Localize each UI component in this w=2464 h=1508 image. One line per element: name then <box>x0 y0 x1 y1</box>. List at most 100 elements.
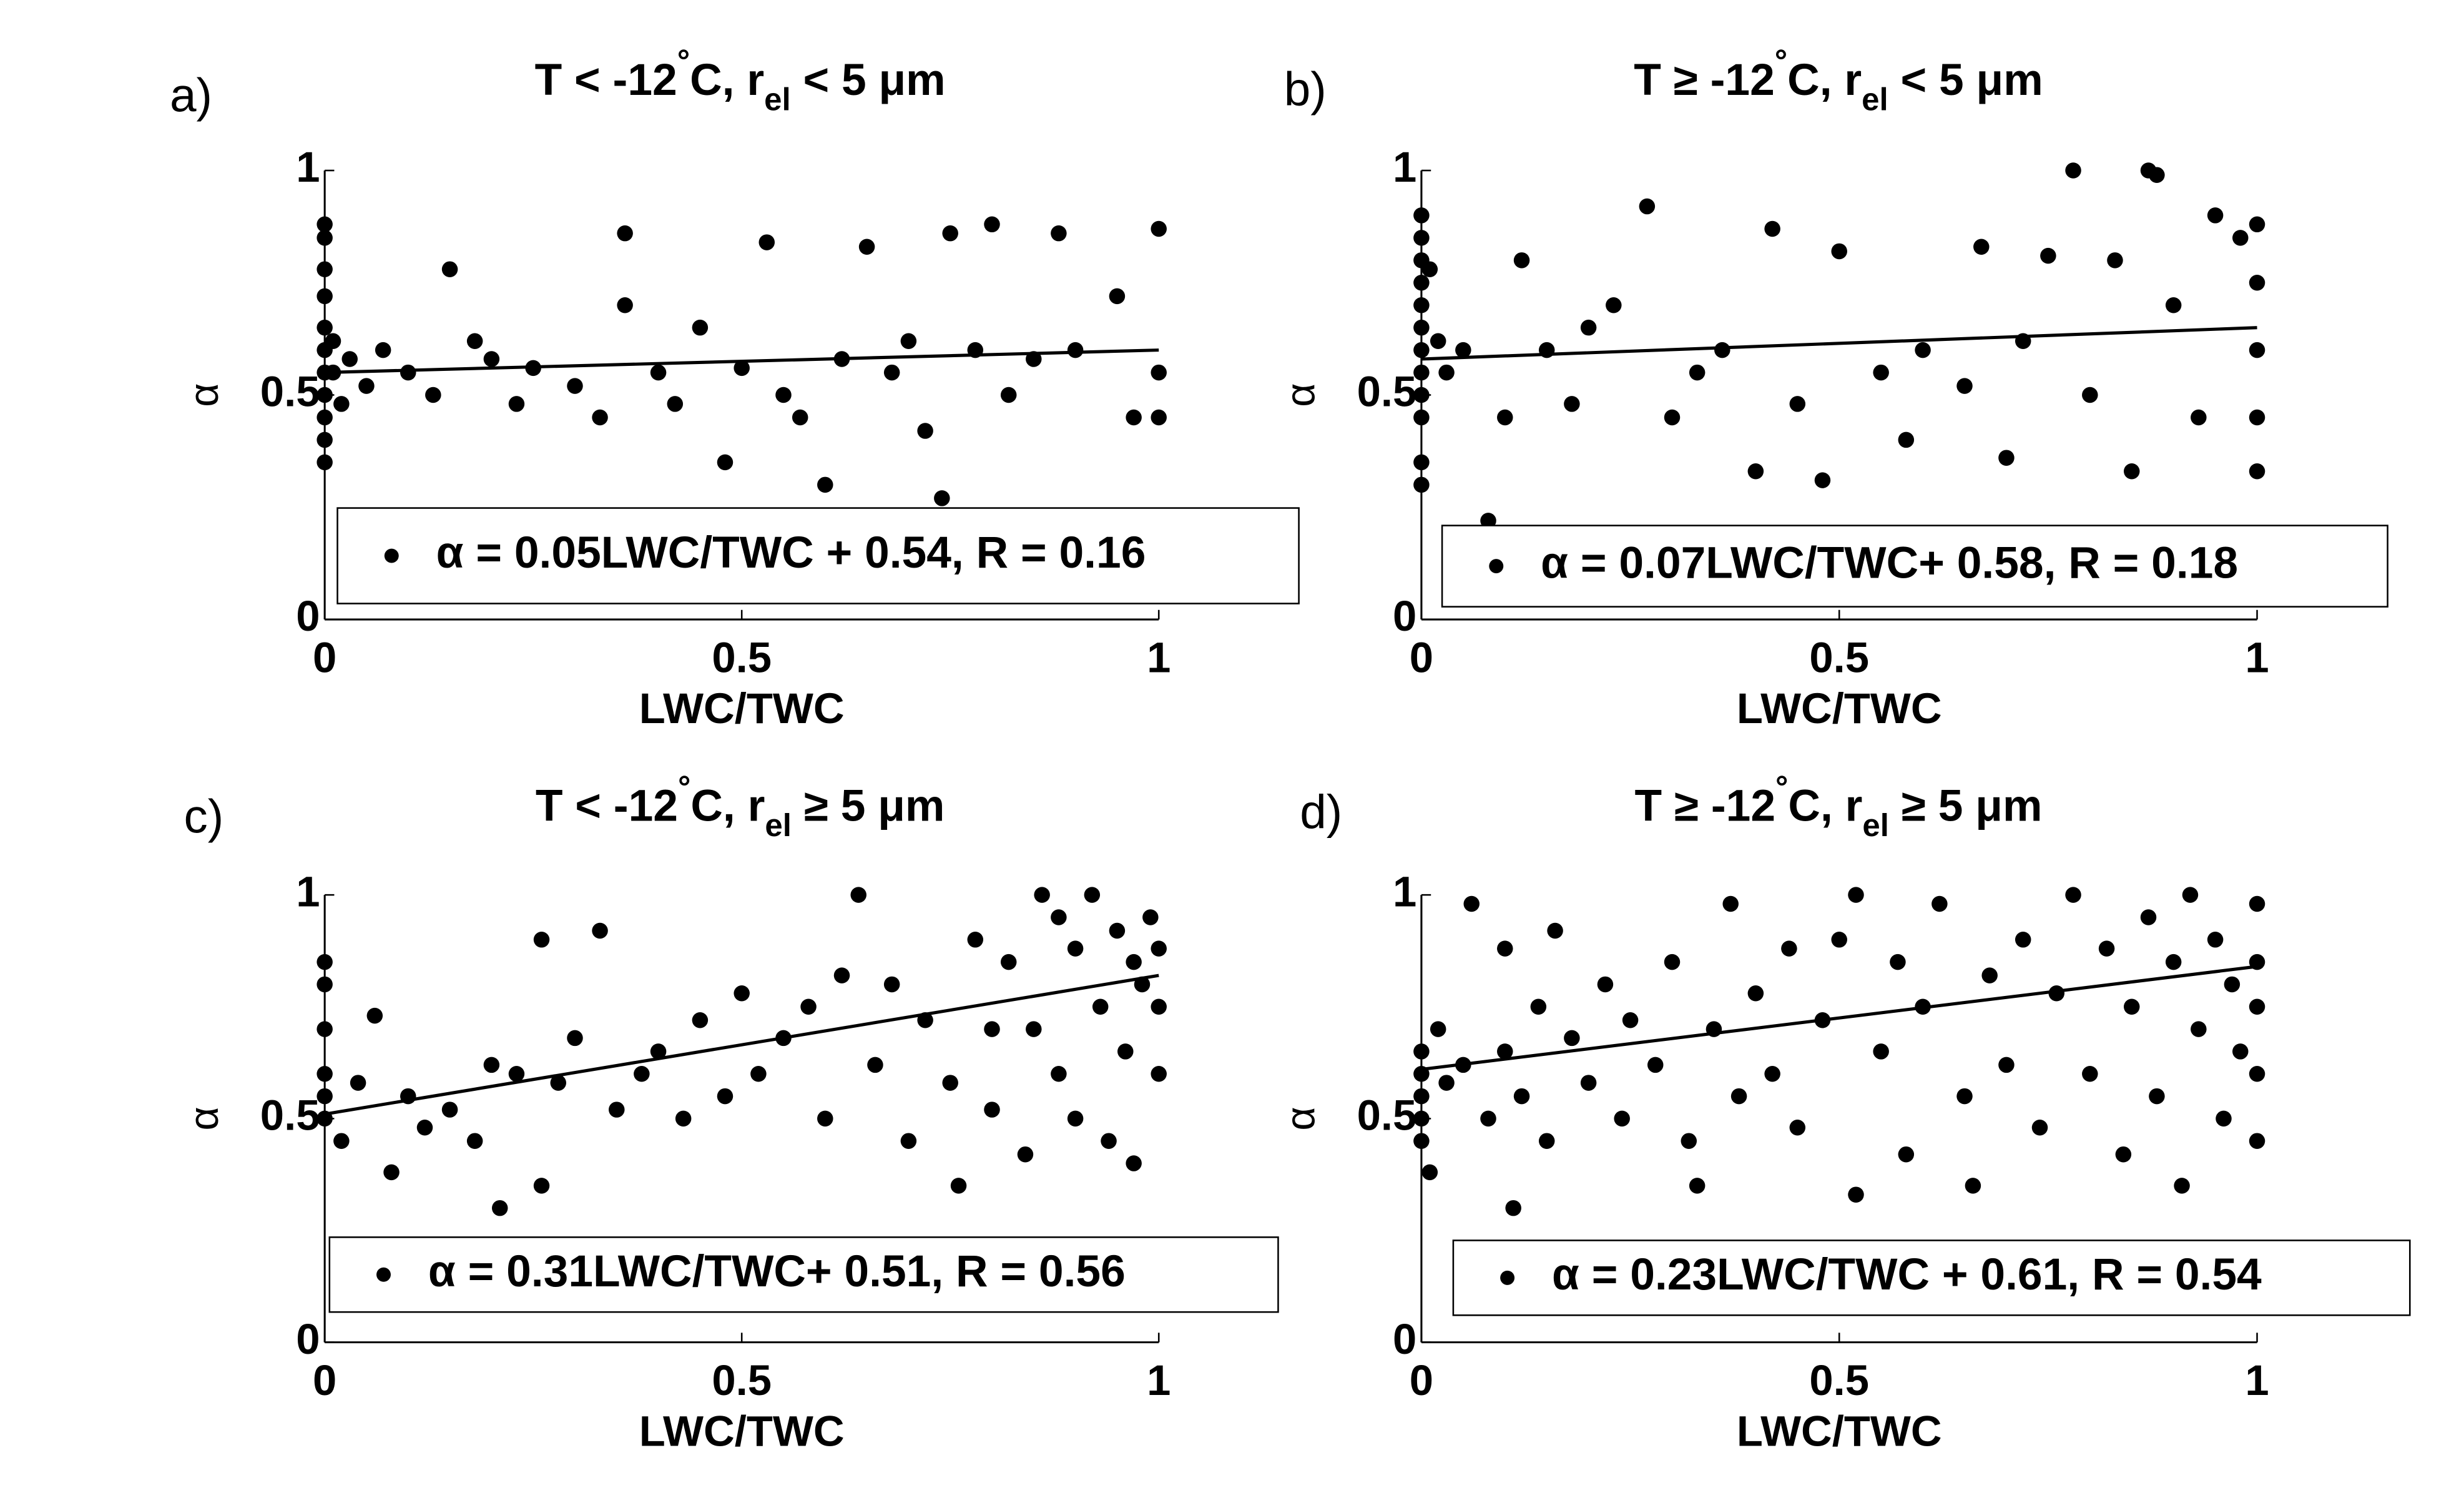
data-point <box>775 387 792 403</box>
data-point <box>750 1065 767 1082</box>
data-point <box>567 378 583 394</box>
data-point <box>883 976 900 993</box>
data-point <box>533 1178 550 1194</box>
data-point <box>317 976 333 993</box>
data-point <box>2065 162 2081 179</box>
data-point <box>1848 1186 1864 1203</box>
data-point <box>317 954 333 970</box>
data-point <box>1084 887 1101 903</box>
title-part: T ≥ -12 <box>1634 55 1775 105</box>
data-point <box>2107 252 2123 269</box>
data-point <box>1689 364 1706 381</box>
data-point <box>1931 895 1948 912</box>
data-point <box>2232 230 2249 246</box>
fit-line <box>325 348 1159 375</box>
data-point <box>1000 954 1017 970</box>
data-point <box>317 454 333 471</box>
data-point <box>1722 895 1739 912</box>
y-axis-label: α <box>1278 383 1324 407</box>
data-point <box>984 216 1000 233</box>
x-tick-label: 0.5 <box>712 634 772 682</box>
legend-label: α = 0.31LWC/TWC+ 0.51, R = 0.56 <box>428 1246 1126 1296</box>
x-tick-label: 0.5 <box>712 1356 772 1404</box>
title-part: < 5 μm <box>791 55 946 105</box>
data-point <box>1981 967 1998 983</box>
data-point <box>650 364 667 381</box>
data-point <box>2249 1133 2265 1149</box>
data-point <box>466 1133 483 1149</box>
data-point <box>1413 207 1430 224</box>
data-point <box>634 1065 650 1082</box>
data-point <box>1101 1133 1117 1149</box>
data-point <box>2174 1178 2190 1194</box>
data-point <box>333 1133 350 1149</box>
data-point <box>617 297 633 313</box>
data-point <box>667 396 684 412</box>
data-point <box>508 396 525 412</box>
data-point <box>617 225 633 242</box>
panel-label: d) <box>1300 786 1342 839</box>
data-point <box>900 1133 917 1149</box>
data-point <box>1530 998 1547 1015</box>
data-point <box>1413 409 1430 426</box>
data-point <box>917 423 933 439</box>
data-point <box>967 932 984 948</box>
data-point <box>1622 1012 1639 1028</box>
data-point <box>792 409 808 426</box>
data-point <box>1413 319 1430 336</box>
data-point <box>817 476 833 493</box>
data-point <box>1714 342 1730 358</box>
data-point <box>1151 940 1167 957</box>
data-point <box>1647 1057 1664 1073</box>
data-point <box>817 1110 833 1127</box>
data-point <box>317 1021 333 1037</box>
data-point <box>1664 954 1681 970</box>
data-point <box>2182 887 2199 903</box>
data-point <box>1973 239 1990 255</box>
data-point <box>2149 167 2165 183</box>
data-point <box>1480 513 1496 529</box>
data-point <box>1547 922 1563 939</box>
x-axis-label: LWC/TWC <box>1737 684 1942 732</box>
data-point <box>1413 1110 1430 1127</box>
x-tick-label: 0.5 <box>1809 1356 1869 1404</box>
x-tick-label: 0 <box>313 634 336 682</box>
fit-line <box>324 973 1159 1116</box>
data-point <box>1463 895 1480 912</box>
data-point <box>317 319 333 336</box>
data-point <box>1067 940 1084 957</box>
data-point <box>2249 409 2265 426</box>
data-point <box>1430 333 1446 349</box>
data-point <box>609 1101 625 1118</box>
legend-marker <box>376 1267 391 1282</box>
data-point <box>317 1088 333 1105</box>
data-point <box>1497 940 1513 957</box>
data-point <box>1151 409 1167 426</box>
data-point <box>734 360 750 377</box>
data-point <box>1956 1088 1973 1105</box>
data-point <box>1497 1043 1513 1060</box>
data-point <box>1455 342 1471 358</box>
data-point <box>1092 998 1109 1015</box>
data-point <box>1413 230 1430 246</box>
data-point <box>1413 342 1430 358</box>
data-point <box>1789 396 1806 412</box>
data-point <box>325 333 341 349</box>
data-point <box>2249 1065 2265 1082</box>
data-point <box>2123 998 2140 1015</box>
data-point <box>2165 954 2182 970</box>
title-part: el <box>1862 82 1888 117</box>
data-point <box>1898 1146 1915 1163</box>
data-point <box>1067 1110 1084 1127</box>
data-point <box>1438 364 1455 381</box>
data-point <box>692 319 709 336</box>
title-part: ° <box>677 44 690 79</box>
data-point <box>341 351 358 367</box>
title-part: < 5 μm <box>1888 55 2043 105</box>
title-part: el <box>765 808 792 844</box>
data-point <box>2224 976 2241 993</box>
data-point <box>466 333 483 349</box>
data-point <box>416 1119 433 1136</box>
data-point <box>1580 319 1597 336</box>
